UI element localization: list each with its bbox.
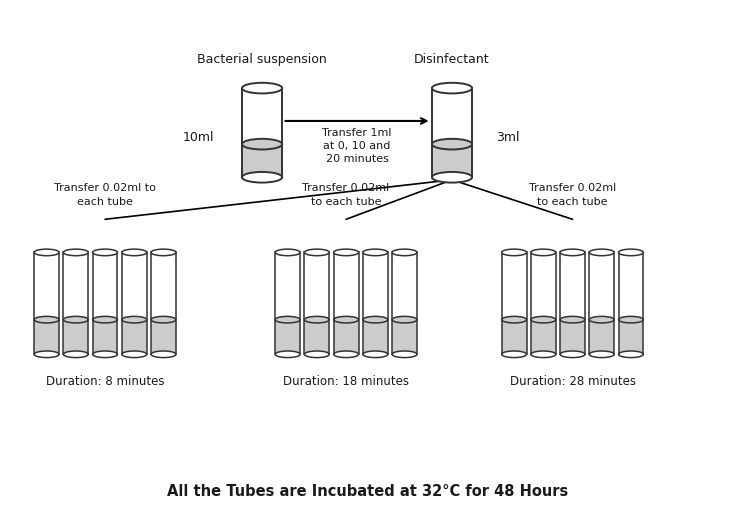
Ellipse shape — [93, 249, 118, 255]
Ellipse shape — [618, 316, 643, 323]
Ellipse shape — [151, 249, 176, 255]
Text: Duration: 18 minutes: Duration: 18 minutes — [283, 375, 409, 388]
Ellipse shape — [242, 172, 282, 183]
Bar — [560, 252, 585, 354]
Text: 10ml: 10ml — [183, 131, 215, 144]
Ellipse shape — [432, 83, 472, 93]
Ellipse shape — [34, 249, 59, 255]
Ellipse shape — [502, 316, 526, 323]
Ellipse shape — [502, 351, 526, 357]
Bar — [618, 252, 643, 354]
Bar — [432, 88, 472, 177]
Bar — [531, 320, 556, 354]
Ellipse shape — [432, 172, 472, 183]
Ellipse shape — [363, 249, 388, 255]
Ellipse shape — [432, 139, 472, 149]
Text: Bacterial suspension: Bacterial suspension — [197, 54, 327, 66]
Ellipse shape — [305, 316, 329, 323]
Ellipse shape — [333, 316, 358, 323]
Ellipse shape — [275, 351, 300, 357]
Text: Duration: 28 minutes: Duration: 28 minutes — [509, 375, 635, 388]
Bar — [363, 252, 388, 354]
Ellipse shape — [305, 351, 329, 357]
Text: Duration: 8 minutes: Duration: 8 minutes — [46, 375, 164, 388]
Ellipse shape — [560, 351, 585, 357]
Text: Transfer 0.02ml to
each tube: Transfer 0.02ml to each tube — [54, 183, 156, 207]
Ellipse shape — [333, 351, 358, 357]
Ellipse shape — [122, 316, 146, 323]
Bar — [63, 252, 88, 354]
Bar — [333, 320, 358, 354]
Text: Transfer 0.02ml
to each tube: Transfer 0.02ml to each tube — [529, 183, 616, 207]
Ellipse shape — [151, 351, 176, 357]
Ellipse shape — [34, 316, 59, 323]
Bar — [93, 320, 118, 354]
Bar — [151, 320, 176, 354]
Bar — [502, 252, 526, 354]
Ellipse shape — [63, 316, 88, 323]
Bar — [590, 320, 614, 354]
Ellipse shape — [93, 351, 118, 357]
Ellipse shape — [242, 139, 282, 149]
Ellipse shape — [590, 249, 614, 255]
Ellipse shape — [34, 351, 59, 357]
Bar — [305, 252, 329, 354]
Ellipse shape — [502, 249, 526, 255]
Text: All the Tubes are Incubated at 32°C for 48 Hours: All the Tubes are Incubated at 32°C for … — [167, 485, 569, 500]
Ellipse shape — [392, 351, 417, 357]
Ellipse shape — [618, 249, 643, 255]
Ellipse shape — [590, 351, 614, 357]
Ellipse shape — [93, 316, 118, 323]
Ellipse shape — [531, 316, 556, 323]
Ellipse shape — [63, 351, 88, 357]
Ellipse shape — [531, 351, 556, 357]
Bar — [63, 320, 88, 354]
Bar — [34, 320, 59, 354]
Ellipse shape — [122, 249, 146, 255]
Text: Transfer 1ml
at 0, 10 and
20 minutes: Transfer 1ml at 0, 10 and 20 minutes — [322, 128, 392, 164]
Ellipse shape — [363, 351, 388, 357]
Ellipse shape — [333, 249, 358, 255]
Bar — [392, 252, 417, 354]
Ellipse shape — [63, 249, 88, 255]
Bar — [560, 320, 585, 354]
Bar — [242, 88, 282, 177]
Bar — [275, 320, 300, 354]
Text: Transfer 0.02ml
to each tube: Transfer 0.02ml to each tube — [302, 183, 389, 207]
Bar — [531, 252, 556, 354]
Bar — [305, 320, 329, 354]
Ellipse shape — [242, 83, 282, 93]
Ellipse shape — [122, 351, 146, 357]
Ellipse shape — [275, 249, 300, 255]
Bar — [590, 252, 614, 354]
Bar — [242, 144, 282, 177]
Text: Disinfectant: Disinfectant — [414, 54, 490, 66]
Bar — [122, 320, 146, 354]
Bar — [392, 320, 417, 354]
Bar — [432, 144, 472, 177]
Bar — [275, 252, 300, 354]
Bar — [151, 252, 176, 354]
Ellipse shape — [392, 249, 417, 255]
Ellipse shape — [560, 249, 585, 255]
Ellipse shape — [392, 316, 417, 323]
Ellipse shape — [363, 316, 388, 323]
Ellipse shape — [560, 316, 585, 323]
Bar — [618, 320, 643, 354]
Bar — [363, 320, 388, 354]
Ellipse shape — [275, 316, 300, 323]
Ellipse shape — [151, 316, 176, 323]
Bar — [122, 252, 146, 354]
Ellipse shape — [531, 249, 556, 255]
Bar — [502, 320, 526, 354]
Text: 3ml: 3ml — [496, 131, 520, 144]
Ellipse shape — [618, 351, 643, 357]
Bar — [34, 252, 59, 354]
Ellipse shape — [305, 249, 329, 255]
Bar — [333, 252, 358, 354]
Ellipse shape — [590, 316, 614, 323]
Bar — [93, 252, 118, 354]
